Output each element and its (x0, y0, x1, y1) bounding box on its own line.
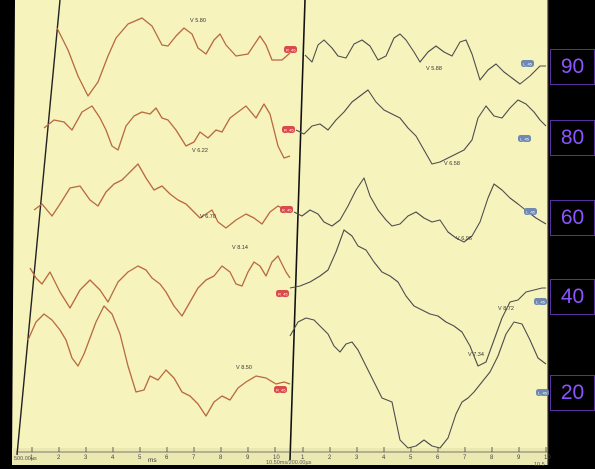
left-tick-label: 2 (57, 455, 61, 461)
right-peak-label: V 7.34 (468, 352, 484, 358)
right-tick-label: 3 (355, 455, 359, 461)
panel-divider (289, 0, 306, 461)
left-trace-marker (280, 206, 293, 213)
left-ear-trace (33, 163, 290, 229)
right-peak-label: V 5.88 (426, 66, 442, 72)
left-peak-label: V 5.80 (190, 18, 206, 24)
left-trace-marker-label: R_45 (276, 387, 286, 392)
right-tick-label: 2 (328, 455, 332, 461)
left-ear-trace (29, 255, 291, 317)
right-trace-marker (524, 208, 537, 215)
left-trace-marker-label: R_45 (286, 47, 296, 52)
left-trace-marker (276, 290, 289, 297)
right-trace-marker-label: L_45 (536, 299, 546, 304)
waveform-traces (27, 17, 547, 449)
left-tick-label: 4 (111, 455, 115, 461)
trace-markers: R_45 R_45 R_45 R_45 R_45 L_45 L_45 L_45 L_45 L_45 (274, 46, 549, 396)
right-tick-label: 4 (382, 455, 386, 461)
left-tick-label: 1 (30, 455, 34, 461)
left-ear-trace (43, 103, 291, 159)
left-trace-marker (274, 386, 287, 393)
left-peak-label: V 6.70 (200, 214, 216, 220)
right-trace-marker (521, 60, 534, 67)
left-panel-border (16, 0, 61, 456)
right-tick-label: 1 (301, 455, 305, 461)
intensity-level-box: 90 (550, 49, 595, 85)
left-tick-label: 6 (165, 455, 169, 461)
right-trace-marker (536, 389, 549, 396)
intensity-level-box: 60 (550, 200, 595, 236)
right-ear-trace (289, 317, 547, 449)
right-ear-trace (304, 33, 546, 85)
left-trace-marker (282, 126, 295, 133)
right-peak-label: V 6.58 (444, 161, 460, 167)
peak-labels: V 5.80 V 6.22 V 6.70 V 8.14 V 8.50 V 5.88 V 6.… (190, 18, 514, 371)
left-corner-label: 500.00µs (14, 456, 37, 462)
right-tick-label: 9 (517, 455, 521, 461)
right-ear-trace (293, 177, 547, 243)
left-x-axis-label: ms (148, 457, 157, 464)
intensity-level-box: 20 (550, 375, 595, 411)
right-trace-marker-label: L_45 (538, 390, 548, 395)
left-trace-marker-label: R_45 (278, 291, 288, 296)
right-tick-label: 10 (544, 455, 551, 461)
left-tick-label: 9 (246, 455, 250, 461)
right-trace-marker-label: L_45 (520, 136, 530, 141)
right-ear-trace (289, 229, 546, 367)
right-trace-marker-label: L_45 (526, 209, 536, 214)
left-tick-label: 5 (138, 455, 142, 461)
right-trace-marker (534, 298, 547, 305)
right-tick-label: 7 (463, 455, 467, 461)
intensity-level-box: 80 (550, 120, 595, 156)
right-trace-marker (518, 135, 531, 142)
left-ear-trace (56, 17, 291, 97)
left-peak-label: V 8.50 (236, 365, 252, 371)
left-trace-marker-label: R_45 (284, 127, 294, 132)
left-tick-label: 3 (84, 455, 88, 461)
right-end-label: 10.5 (534, 462, 545, 468)
left-peak-label: V 6.22 (192, 148, 208, 154)
right-tick-label: 8 (490, 455, 494, 461)
left-peak-label: V 8.14 (232, 245, 248, 251)
left-trace-marker (284, 46, 297, 53)
paper-background (12, 0, 548, 465)
right-peak-label: V 6.96 (456, 236, 472, 242)
right-corner-label: 10.50ms/200.00µs (266, 460, 312, 466)
left-tick-label: 7 (192, 455, 196, 461)
left-ear-trace (27, 305, 291, 417)
left-tick-label: 8 (219, 455, 223, 461)
right-peak-label: V 8.72 (498, 306, 514, 312)
left-trace-marker-label: R_45 (282, 207, 292, 212)
right-tick-label: 6 (436, 455, 440, 461)
left-tick-label: 10 (273, 455, 280, 461)
right-ear-trace (295, 89, 547, 165)
right-tick-label: 5 (409, 455, 413, 461)
x-axis-ticks: 1 2 3 4 5 6 7 8 9 10 1 2 3 4 5 6 7 8 9 10 (30, 447, 551, 461)
intensity-level-box: 40 (550, 279, 595, 315)
right-trace-marker-label: L_45 (523, 61, 533, 66)
